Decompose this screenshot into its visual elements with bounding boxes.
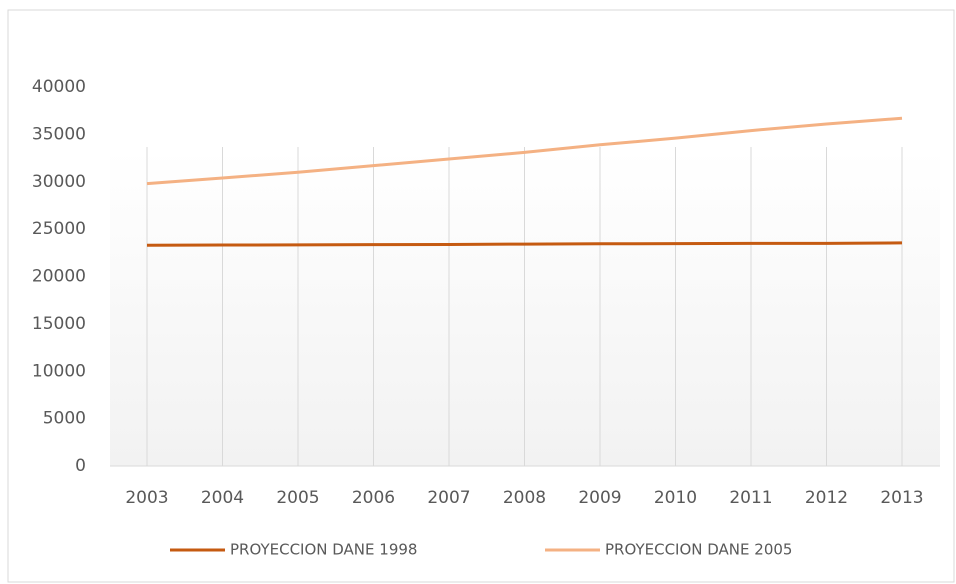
legend-label: PROYECCION DANE 2005 xyxy=(605,541,792,559)
x-tick-label: 2006 xyxy=(352,488,395,508)
y-tick-label: 40000 xyxy=(32,77,86,97)
y-tick-label: 10000 xyxy=(32,361,86,381)
y-tick-label: 5000 xyxy=(43,409,86,429)
x-tick-label: 2013 xyxy=(880,488,923,508)
series-line xyxy=(146,116,903,186)
x-tick-label: 2004 xyxy=(201,488,244,508)
y-tick-label: 20000 xyxy=(32,267,86,287)
x-tick-label: 2005 xyxy=(276,488,319,508)
x-tick-label: 2010 xyxy=(654,488,697,508)
y-tick-label: 25000 xyxy=(32,219,86,239)
x-tick-label: 2008 xyxy=(503,488,546,508)
y-tick-label: 30000 xyxy=(32,172,86,192)
x-tick-label: 2012 xyxy=(805,488,848,508)
x-tick-label: 2009 xyxy=(578,488,621,508)
x-tick-label: 2007 xyxy=(427,488,470,508)
x-tick-label: 2003 xyxy=(125,488,168,508)
y-tick-label: 0 xyxy=(75,456,86,476)
y-tick-label: 35000 xyxy=(32,124,86,144)
series-line xyxy=(146,241,903,247)
legend-label: PROYECCION DANE 1998 xyxy=(230,541,417,559)
y-tick-label: 15000 xyxy=(32,314,86,334)
x-tick-label: 2011 xyxy=(729,488,772,508)
